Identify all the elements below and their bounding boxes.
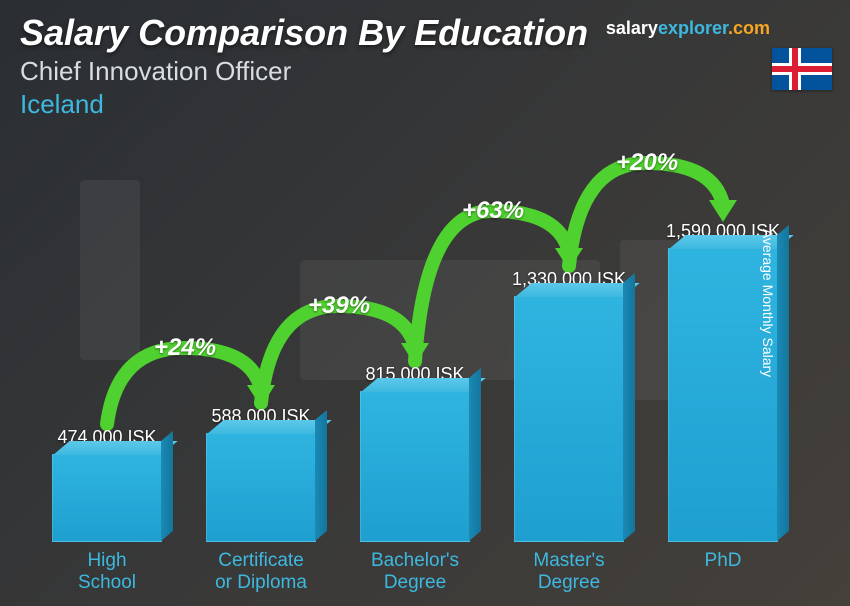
xaxis-label: PhD: [646, 546, 800, 596]
xlabels-container: HighSchoolCertificateor DiplomaBachelor'…: [30, 546, 800, 596]
watermark: salaryexplorer.com: [606, 18, 770, 39]
xaxis-label: Master'sDegree: [492, 546, 646, 596]
bar-group: 1,590,000 ISK: [646, 140, 800, 542]
bar-group: 815,000 ISK: [338, 140, 492, 542]
watermark-part1: salary: [606, 18, 658, 38]
bar-group: 588,000 ISK: [184, 140, 338, 542]
chart-area: 474,000 ISK588,000 ISK815,000 ISK1,330,0…: [30, 140, 800, 596]
xaxis-label: Certificateor Diploma: [184, 546, 338, 596]
iceland-flag-icon: [772, 48, 832, 90]
bar: [52, 454, 162, 542]
watermark-part2: explorer: [658, 18, 728, 38]
country: Iceland: [20, 89, 830, 120]
subtitle: Chief Innovation Officer: [20, 56, 830, 87]
bars-container: 474,000 ISK588,000 ISK815,000 ISK1,330,0…: [30, 140, 800, 542]
bar: [514, 296, 624, 542]
bar: [360, 391, 470, 542]
xaxis-label: Bachelor'sDegree: [338, 546, 492, 596]
yaxis-label: Average Monthly Salary: [760, 229, 776, 377]
bar-group: 474,000 ISK: [30, 140, 184, 542]
bar: [206, 433, 316, 542]
watermark-part3: .com: [728, 18, 770, 38]
xaxis-label: HighSchool: [30, 546, 184, 596]
bar-group: 1,330,000 ISK: [492, 140, 646, 542]
